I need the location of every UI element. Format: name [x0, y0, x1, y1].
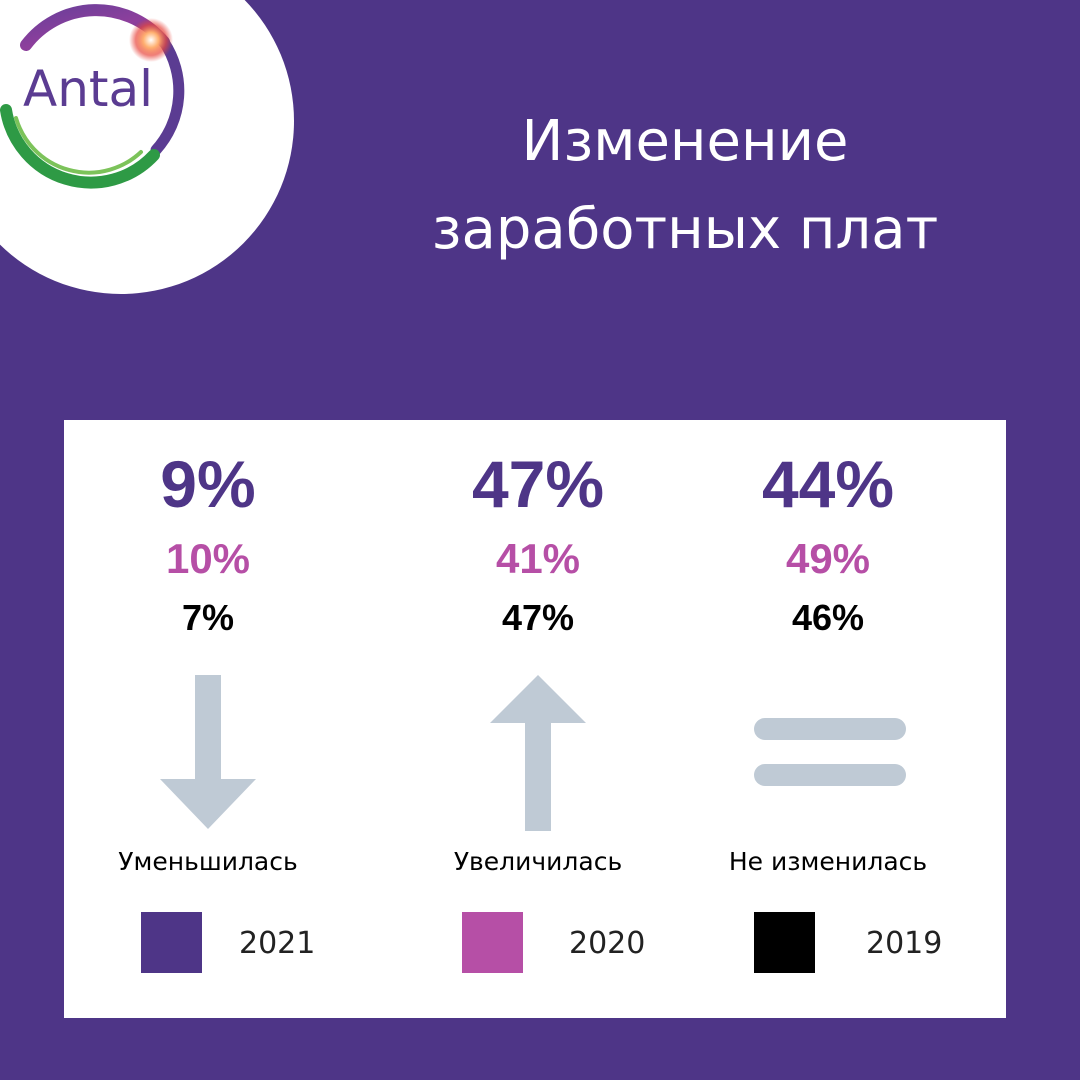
title-line-1: Изменение	[521, 109, 849, 174]
legend-year-2021: 2021	[239, 926, 316, 961]
value-2019: 47%	[501, 597, 575, 638]
legend-year-2019: 2019	[866, 926, 943, 961]
value-2020: 10%	[165, 535, 251, 582]
arrow-up-icon	[490, 675, 586, 831]
value-2019: 7%	[181, 597, 235, 638]
value-2021: 47%	[471, 447, 605, 521]
page-title: Изменение заработных плат	[340, 98, 1030, 274]
logo-badge: Antal	[0, 0, 294, 294]
legend-swatch-2019	[754, 912, 815, 973]
logo-text: Antal	[23, 60, 154, 118]
stats-card: 9% 10% 7% Уменьшилась 47% 41% 47% Увелич…	[64, 420, 1006, 1018]
value-2020: 49%	[785, 535, 871, 582]
legend-swatch-2021	[141, 912, 202, 973]
value-2021: 44%	[761, 447, 895, 521]
label-decreased: Уменьшилась	[118, 847, 298, 876]
value-2019: 46%	[791, 597, 865, 638]
label-increased: Увеличилась	[453, 847, 623, 876]
legend-year-2020: 2020	[569, 926, 646, 961]
legend-swatch-2020	[462, 912, 523, 973]
label-unchanged: Не изменилась	[728, 847, 928, 876]
equals-icon	[754, 718, 906, 786]
title-line-2: заработных плат	[431, 197, 939, 262]
logo-ring-icon	[0, 4, 185, 189]
arrow-down-icon	[160, 675, 256, 829]
value-2021: 9%	[160, 447, 256, 521]
value-2020: 41%	[495, 535, 581, 582]
